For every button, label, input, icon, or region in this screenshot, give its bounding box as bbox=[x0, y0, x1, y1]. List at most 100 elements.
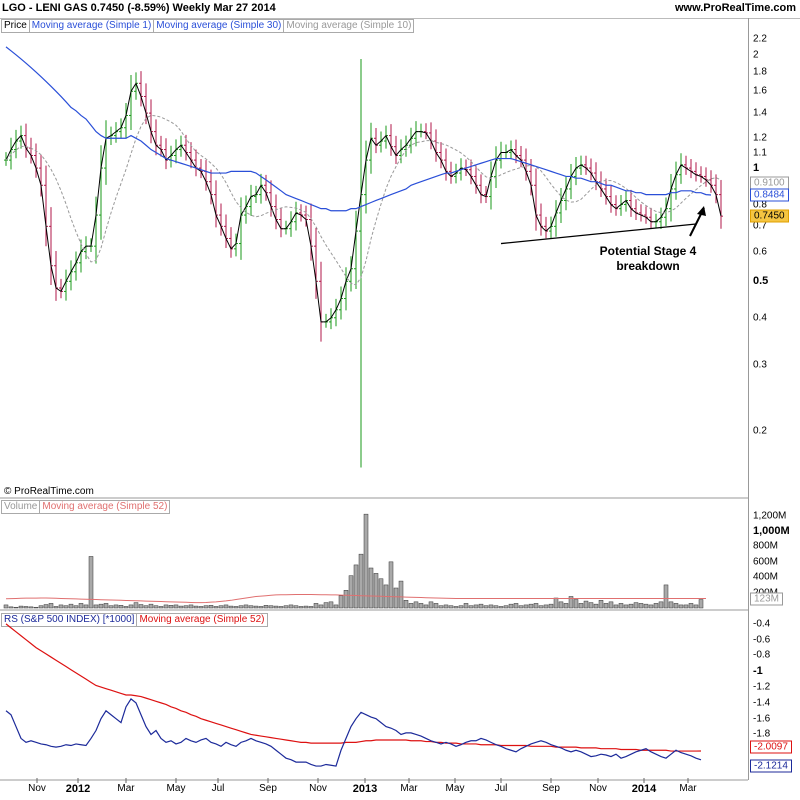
volume-bar bbox=[333, 604, 339, 609]
volume-bar bbox=[508, 603, 514, 609]
volume-bar bbox=[373, 573, 379, 609]
volume-bar bbox=[343, 590, 349, 609]
volume-bar bbox=[148, 603, 154, 609]
price-tick-label: 1 bbox=[753, 162, 760, 175]
volume-bar bbox=[243, 604, 249, 609]
volume-bar bbox=[398, 580, 404, 609]
rs-line bbox=[5, 698, 702, 767]
volume-bar bbox=[438, 605, 444, 609]
rs-tick-label: -1.8 bbox=[753, 728, 771, 740]
price-tick-label: 1.1 bbox=[753, 147, 767, 158]
volume-bar bbox=[163, 604, 169, 609]
x-tick-label: Jul bbox=[494, 783, 508, 794]
x-tick-label: 2012 bbox=[65, 783, 91, 795]
volume-bar bbox=[3, 604, 9, 609]
volume-bar bbox=[18, 605, 24, 609]
volume-bar bbox=[578, 603, 584, 609]
volume-bar bbox=[23, 606, 29, 609]
volume-bar bbox=[468, 605, 474, 609]
marker-price: 0.7450 bbox=[750, 209, 789, 223]
volume-bar bbox=[563, 603, 569, 609]
instrument-title: LGO - LENI GAS 0.7450 (-8.59%) Weekly Ma… bbox=[2, 2, 276, 14]
volume-bar bbox=[258, 606, 264, 609]
price-tick-label: 0.3 bbox=[753, 359, 767, 371]
volume-bar bbox=[28, 606, 34, 609]
copyright-label: © ProRealTime.com bbox=[4, 486, 94, 497]
price-tick-label: 0.2 bbox=[753, 425, 767, 437]
price-tick-label: 1.4 bbox=[753, 107, 767, 119]
annotation-arrowhead bbox=[697, 206, 706, 216]
volume-bar bbox=[538, 605, 544, 609]
legend-ma10[interactable]: Moving average (Simple 10) bbox=[283, 19, 415, 33]
volume-bar bbox=[283, 605, 289, 609]
volume-bar bbox=[203, 605, 209, 609]
volume-bar bbox=[483, 605, 489, 609]
ma30-line bbox=[5, 46, 712, 212]
volume-bar bbox=[158, 606, 164, 609]
volume-tick-label: 600M bbox=[753, 556, 779, 568]
legend-ma1[interactable]: Moving average (Simple 1) bbox=[28, 19, 155, 33]
volume-bar bbox=[688, 603, 694, 609]
ma10-line bbox=[5, 114, 722, 286]
volume-bar bbox=[143, 605, 149, 609]
volume-bar bbox=[188, 604, 194, 609]
volume-bar bbox=[583, 600, 589, 609]
volume-bar bbox=[643, 603, 649, 609]
volume-bar bbox=[118, 605, 124, 609]
price-axis[interactable]: 2.221.81.61.41.21.110.90.80.70.60.50.40.… bbox=[748, 18, 800, 498]
volume-bar bbox=[503, 605, 509, 609]
volume-bar bbox=[613, 604, 619, 609]
price-tick-label: 2.2 bbox=[753, 33, 767, 45]
legend-price[interactable]: Price bbox=[1, 19, 30, 33]
volume-bar bbox=[328, 601, 334, 609]
volume-bar bbox=[683, 604, 689, 609]
volume-bar bbox=[368, 567, 374, 609]
price-tick-label: 0.7 bbox=[753, 220, 767, 232]
volume-bar bbox=[13, 606, 19, 609]
volume-bar bbox=[423, 604, 429, 609]
volume-bar bbox=[123, 606, 129, 609]
volume-bar bbox=[218, 605, 224, 609]
volume-bar bbox=[478, 603, 484, 609]
volume-bar bbox=[648, 604, 654, 609]
volume-bar bbox=[623, 604, 629, 609]
rs-tick-label: -1 bbox=[753, 665, 763, 678]
rs-tick-label: -1.4 bbox=[753, 697, 771, 709]
rs-legend: RS (S&P 500 INDEX) [*1000] Moving average… bbox=[1, 613, 268, 627]
volume-bar bbox=[558, 601, 564, 609]
volume-bar bbox=[298, 606, 304, 609]
volume-bar bbox=[193, 605, 199, 609]
x-tick-label: Nov bbox=[589, 783, 607, 794]
volume-bar bbox=[323, 602, 329, 609]
legend-rs[interactable]: RS (S&P 500 INDEX) [*1000] bbox=[1, 613, 138, 627]
volume-bar bbox=[293, 605, 299, 609]
volume-bar bbox=[233, 606, 239, 609]
volume-tick-label: 1,200M bbox=[753, 510, 787, 522]
volume-bar bbox=[638, 603, 644, 609]
volume-bar bbox=[113, 604, 119, 609]
volume-bar bbox=[128, 604, 134, 609]
volume-bar bbox=[103, 603, 109, 609]
rs-axis[interactable]: -0.4-0.6-0.8-1-1.2-1.4-1.6-1.8-2-2.0097-… bbox=[748, 610, 800, 780]
rs-tick-label: -0.8 bbox=[753, 649, 771, 661]
legend-volume[interactable]: Volume bbox=[1, 500, 41, 514]
volume-bar bbox=[608, 601, 614, 609]
volume-bar bbox=[498, 606, 504, 609]
volume-bar bbox=[443, 604, 449, 609]
price-tick-label: 0.4 bbox=[753, 312, 767, 324]
volume-bar bbox=[363, 513, 369, 609]
volume-bar bbox=[93, 604, 99, 609]
volume-bar bbox=[38, 605, 44, 609]
volume-bar bbox=[473, 604, 479, 609]
site-url[interactable]: www.ProRealTime.com bbox=[674, 2, 796, 14]
volume-bar bbox=[73, 605, 79, 609]
legend-volume-ma52[interactable]: Moving average (Simple 52) bbox=[39, 500, 171, 514]
x-tick-label: May bbox=[166, 783, 186, 794]
rs-tick-label: -1.2 bbox=[753, 681, 771, 693]
volume-bar bbox=[253, 605, 259, 609]
legend-rs-ma52[interactable]: Moving average (Simple 52) bbox=[136, 613, 268, 627]
volume-bar bbox=[318, 604, 324, 609]
volume-bar bbox=[488, 604, 494, 609]
volume-bar bbox=[348, 575, 354, 609]
